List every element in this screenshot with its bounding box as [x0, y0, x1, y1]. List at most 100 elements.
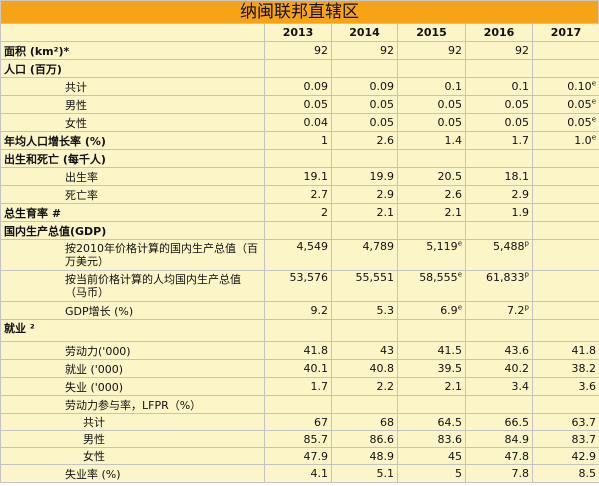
statistics-table: 2013 2014 2015 2016 2017 面积 (km²)* 92 92 92 92 人口 …	[0, 23, 599, 483]
cell-value: 0.04	[303, 116, 329, 129]
cell-value: 68	[380, 415, 394, 429]
value-cell: 2.6	[397, 185, 466, 204]
cell-value: 0.05	[567, 98, 592, 111]
cell-value: 4,549	[296, 240, 329, 254]
cell-value: 1.7	[310, 380, 329, 393]
row-label: 男性	[0, 95, 265, 114]
cell-value: 43	[380, 344, 394, 357]
row-label: 死亡率	[0, 185, 265, 204]
table-row: 国内生产总值(GDP)	[0, 221, 599, 240]
table-row: 按2010年价格计算的国内生产总值（百万美元） 4,549 4,789 5,119e 5…	[0, 239, 599, 271]
table-row: 劳动力('000) 41.8 43 41.5 43.6 41.8	[0, 341, 599, 360]
year-header: 2013	[264, 23, 332, 42]
row-label: GDP增长 (%)	[0, 301, 265, 320]
cell-value: 92	[314, 44, 328, 57]
table-row: 面积 (km²)* 92 92 92 92	[0, 41, 599, 60]
cell-value: 7.8	[511, 467, 530, 480]
cell-value: 6.9	[440, 304, 458, 317]
value-cell: 5	[397, 464, 466, 483]
value-cell: 58,555e	[397, 270, 466, 302]
value-cell: 0.05	[465, 95, 533, 114]
cell-value: 45	[448, 449, 462, 463]
cell-value: 39.5	[437, 362, 463, 375]
value-cell: 40.1	[264, 359, 332, 378]
row-label: 男性	[0, 430, 265, 448]
cell-value: 58,555	[419, 271, 458, 285]
value-cell	[532, 185, 599, 204]
table-row: 失业率 (%) 4.1 5.1 5 7.8 8.5	[0, 464, 599, 483]
row-label: 按2010年价格计算的国内生产总值（百万美元）	[0, 239, 265, 271]
cell-value: 47.8	[504, 449, 530, 463]
table-row: 男性 0.05 0.05 0.05 0.05 0.05e	[0, 95, 599, 114]
cell-value: 2.2	[376, 380, 395, 393]
value-cell	[465, 319, 533, 342]
value-cell	[264, 149, 332, 168]
table-row: 总生育率 # 2 2.1 2.1 1.9	[0, 203, 599, 222]
value-cell	[397, 319, 466, 342]
value-cell	[264, 319, 332, 342]
value-cell: 67	[264, 413, 332, 431]
cell-value: 5.1	[376, 467, 395, 480]
row-label: 劳动力('000)	[0, 341, 265, 360]
cell-value: 2.6	[376, 134, 395, 147]
cell-value: 0.05	[369, 98, 395, 111]
cell-value: 19.9	[369, 170, 395, 183]
value-cell: 63.7	[532, 413, 599, 431]
cell-value: 63.7	[571, 415, 597, 429]
value-cell: 2.1	[397, 377, 466, 396]
cell-value: 2	[321, 206, 328, 219]
table-row: 年均人口增长率 (%) 1 2.6 1.4 1.7 1.0e	[0, 131, 599, 150]
value-cell: 42.9	[532, 447, 599, 465]
cell-value: 48.9	[369, 449, 395, 463]
value-cell: 61,833p	[465, 270, 533, 302]
value-cell: 92	[264, 41, 332, 60]
value-cell: 4,789	[331, 239, 398, 271]
value-cell: 41.5	[397, 341, 466, 360]
cell-value: 0.09	[303, 80, 329, 93]
value-cell: 1.7	[465, 131, 533, 150]
header-corner	[0, 23, 265, 42]
value-cell: 0.05	[397, 95, 466, 114]
cell-value: 2.1	[444, 206, 463, 219]
value-cell: 0.05	[331, 95, 398, 114]
value-cell: 38.2	[532, 359, 599, 378]
value-cell: 4,549	[264, 239, 332, 271]
table-row: 男性 85.7 86.6 83.6 84.9 83.7	[0, 430, 599, 448]
cell-value: 61,833	[486, 271, 525, 285]
cell-value: 40.1	[303, 362, 329, 375]
year-header: 2017	[532, 23, 599, 42]
cell-value: 0.05	[437, 98, 463, 111]
cell-value: 53,576	[289, 271, 329, 285]
row-label: 出生和死亡 (每千人)	[0, 149, 265, 168]
cell-value: 1.9	[511, 206, 530, 219]
cell-value: 2.9	[376, 188, 395, 201]
footnote-marker: e	[457, 239, 462, 248]
value-cell: 8.5	[532, 464, 599, 483]
value-cell	[532, 203, 599, 222]
table-row: 就业 ²	[0, 319, 599, 342]
row-label: 年均人口增长率 (%)	[0, 131, 265, 150]
table-row: 共计 0.09 0.09 0.1 0.1 0.10e	[0, 77, 599, 96]
value-cell: 83.6	[397, 430, 466, 448]
value-cell: 18.1	[465, 167, 533, 186]
cell-value: 0.1	[444, 80, 463, 93]
value-cell	[465, 221, 533, 240]
value-cell	[331, 221, 398, 240]
value-cell: 2.1	[397, 203, 466, 222]
row-label: 就业 ²	[0, 319, 265, 342]
cell-value: 83.6	[437, 432, 463, 446]
value-cell: 55,551	[331, 270, 398, 302]
value-cell: 1.7	[264, 377, 332, 396]
value-cell: 66.5	[465, 413, 533, 431]
value-cell: 53,576	[264, 270, 332, 302]
value-cell: 5,488p	[465, 239, 533, 271]
cell-value: 67	[314, 415, 328, 429]
cell-value: 38.2	[571, 362, 597, 375]
table-row: 失业 ('000) 1.7 2.2 2.1 3.4 3.6	[0, 377, 599, 396]
cell-value: 92	[448, 44, 462, 57]
cell-value: 2.7	[310, 188, 329, 201]
year-header: 2014	[331, 23, 398, 42]
footnote-marker: p	[524, 270, 529, 279]
row-label: 面积 (km²)*	[0, 41, 265, 60]
value-cell: 47.8	[465, 447, 533, 465]
